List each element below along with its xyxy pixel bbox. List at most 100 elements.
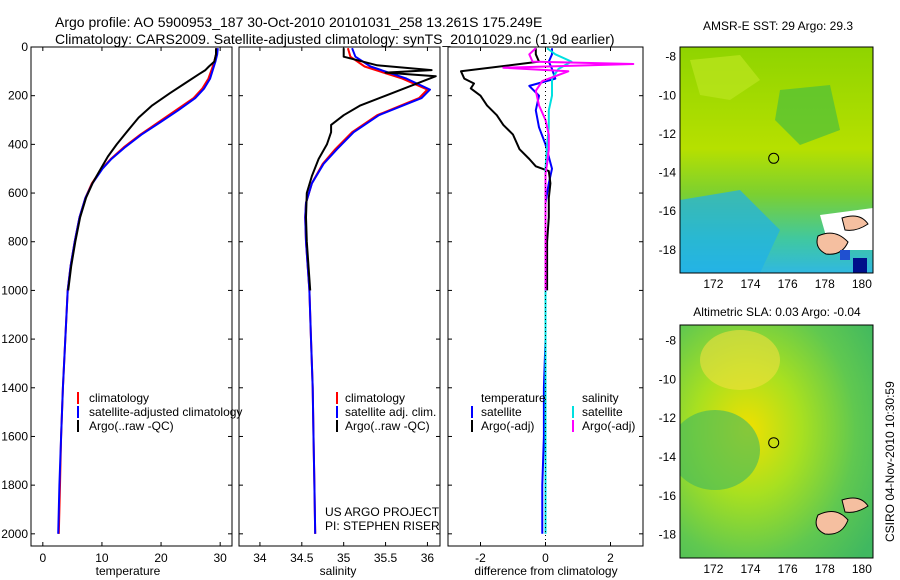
map-lat-label: -10	[659, 372, 677, 386]
x-tick-label: 20	[154, 551, 168, 565]
temperature-series-argo-raw-qc-	[67, 48, 217, 291]
depth-tick-label: 0	[21, 40, 28, 54]
map-lat-label: -12	[659, 127, 677, 141]
depth-tick-label: 200	[8, 89, 28, 103]
map-lat-label: -8	[665, 50, 676, 64]
sst-fiji-island	[841, 215, 869, 231]
salinity-series-argo-raw-qc-	[305, 48, 437, 291]
legend-sal-argo: Argo(-adj)	[582, 419, 635, 433]
figure-title-line-1: Argo profile: AO 5900953_187 30-Oct-2010…	[55, 14, 543, 30]
map-lat-label: -14	[659, 166, 677, 180]
sla-fiji-island	[815, 510, 849, 535]
legend-satellite-adj: satellite adj. clim.	[345, 405, 436, 419]
depth-tick-label: 1800	[1, 478, 28, 492]
sla-high-region	[700, 330, 780, 390]
map-lat-label: -18	[659, 243, 677, 257]
sst-warm-patch	[690, 55, 760, 100]
x-tick-label: 2	[607, 551, 614, 565]
temperature-plot-frame	[30, 46, 233, 547]
salinity-plot-frame	[238, 46, 441, 547]
sst-map-frame	[679, 46, 874, 274]
map-lat-label: -8	[665, 334, 676, 348]
sla-fiji-island	[841, 497, 869, 513]
depth-tick-label: 1400	[1, 381, 28, 395]
difference-series-salinity-satellite	[544, 47, 573, 534]
map-lat-label: -16	[659, 204, 677, 218]
map-lat-label: -10	[659, 88, 677, 102]
salinity-series-climatology	[304, 47, 429, 534]
sst-fiji-island	[816, 232, 849, 255]
x-tick-label: 0	[542, 551, 549, 565]
sst-cool-patch	[775, 85, 840, 145]
difference-series-temperature-argo-adj-	[460, 48, 552, 291]
depth-tick-label: 2000	[1, 527, 28, 541]
sst-profile-location-marker	[768, 152, 780, 164]
map-lon-label: 172	[703, 277, 723, 291]
legend-climatology: climatology	[89, 391, 149, 405]
depth-tick-label: 1600	[1, 429, 28, 443]
sst-deep-cell	[853, 258, 867, 273]
x-tick-label: 34	[253, 551, 267, 565]
temperature-xlabel: temperature	[96, 564, 161, 578]
x-tick-label: 35	[337, 551, 351, 565]
legend-argo: Argo(..raw -QC)	[345, 419, 430, 433]
depth-tick-label: 600	[8, 186, 28, 200]
x-tick-label: 10	[95, 551, 109, 565]
difference-xlabel: difference from climatology	[474, 564, 617, 578]
map-lat-label: -16	[659, 489, 677, 503]
legend-temp-satellite: satellite	[481, 405, 522, 419]
x-tick-label: 35.5	[374, 551, 398, 565]
map-lon-label: 178	[815, 277, 835, 291]
temperature-series-climatology	[57, 48, 218, 534]
legend-salinity-header: salinity	[582, 391, 619, 405]
map-lon-label: 174	[741, 562, 761, 576]
map-lon-label: 172	[703, 562, 723, 576]
x-tick-label: -2	[475, 551, 486, 565]
sst-cool-patch	[680, 190, 780, 273]
legend-sal-satellite: satellite	[582, 405, 623, 419]
legend-climatology: climatology	[345, 391, 405, 405]
difference-series-temperature-satellite	[528, 48, 557, 534]
sla-low-region	[680, 410, 760, 490]
x-tick-label: 36	[421, 551, 435, 565]
map-lon-label: 176	[778, 562, 798, 576]
salinity-series-satellite-adj-clim-	[304, 47, 431, 534]
sla-profile-location-marker	[768, 437, 780, 449]
sla-map-frame	[679, 324, 874, 559]
legend-satellite-adjusted: satellite-adjusted climatology	[89, 405, 242, 419]
salinity-xlabel: salinity	[320, 564, 357, 578]
difference-legend: temperature satellite Argo(-adj) salinit…	[471, 391, 635, 433]
map-lon-label: 176	[778, 277, 798, 291]
map-lat-label: -18	[659, 528, 677, 542]
sla-map-title: Altimetric SLA: 0.03 Argo: -0.04	[693, 305, 861, 319]
salinity-legend: climatology satellite adj. clim. Argo(..…	[325, 391, 440, 533]
depth-tick-label: 1200	[1, 332, 28, 346]
sst-map: AMSR-E SST: 29 Argo: 29.3	[679, 19, 874, 274]
x-tick-label: 30	[213, 551, 227, 565]
sst-map-title: AMSR-E SST: 29 Argo: 29.3	[703, 19, 853, 33]
temperature-legend: climatology satellite-adjusted climatolo…	[77, 391, 242, 433]
sla-map: Altimetric SLA: 0.03 Argo: -0.04	[679, 305, 874, 559]
project-annotation: US ARGO PROJECT	[325, 505, 440, 519]
legend-argo: Argo(..raw -QC)	[89, 419, 174, 433]
map-lat-label: -12	[659, 411, 677, 425]
depth-tick-label: 400	[8, 137, 28, 151]
x-tick-label: 0	[39, 551, 46, 565]
map-lon-label: 180	[852, 562, 872, 576]
map-lon-label: 178	[815, 562, 835, 576]
temperature-series-satellite-adjusted-climatology	[57, 48, 219, 534]
legend-temp-argo: Argo(-adj)	[481, 419, 534, 433]
map-lat-label: -14	[659, 450, 677, 464]
pi-annotation: PI: STEPHEN RISER	[325, 519, 440, 533]
x-tick-label: 34.5	[290, 551, 314, 565]
legend-temperature-header: temperature	[481, 391, 546, 405]
map-lon-label: 174	[741, 277, 761, 291]
depth-tick-label: 1000	[1, 283, 28, 297]
figure-title-line-2: Climatology: CARS2009. Satellite-adjuste…	[55, 31, 615, 47]
sst-deep-cell	[840, 250, 850, 260]
csiro-timestamp: CSIRO 04-Nov-2010 10:30:59	[883, 381, 897, 542]
difference-series-salinity-argo-adj-	[502, 47, 635, 291]
map-lon-label: 180	[852, 277, 872, 291]
depth-tick-label: 800	[8, 235, 28, 249]
